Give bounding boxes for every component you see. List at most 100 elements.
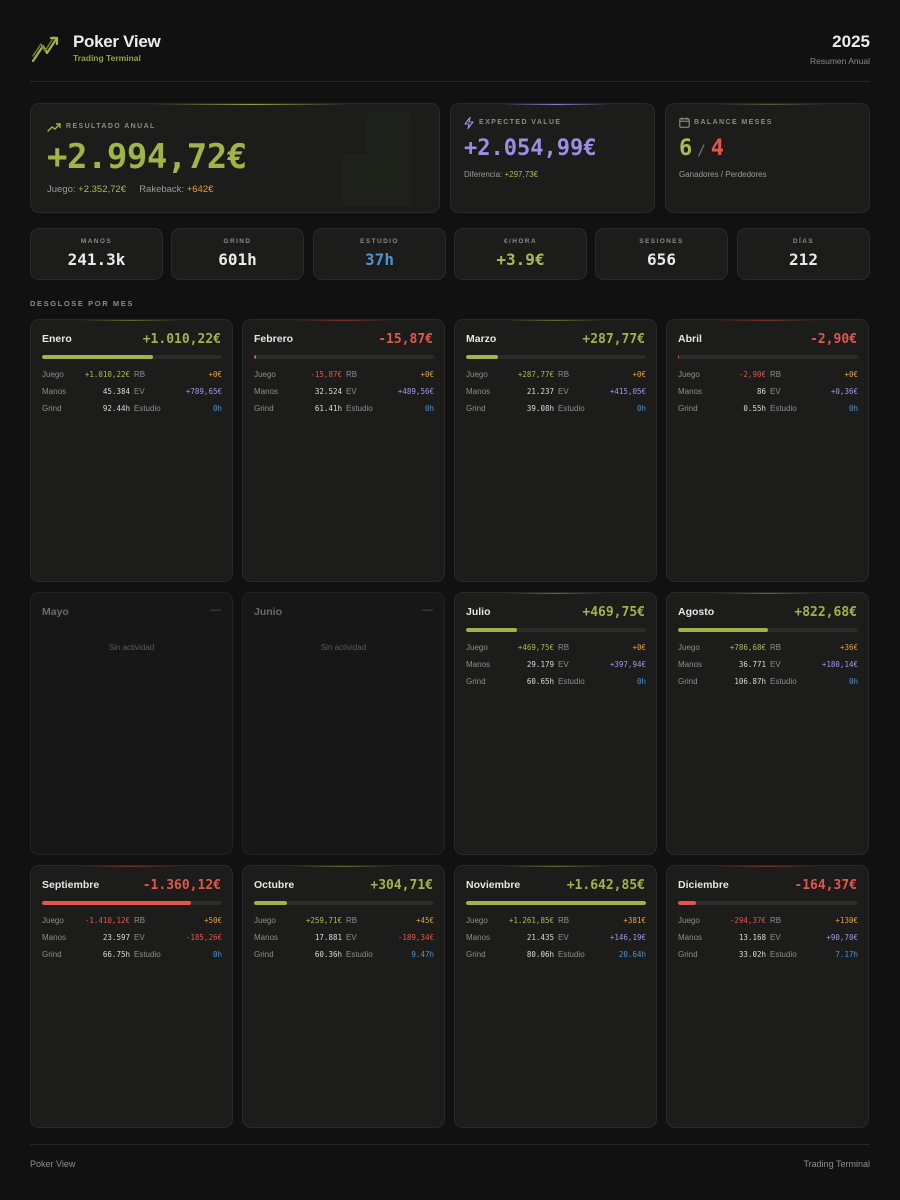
row-value: 33.02h	[738, 950, 766, 959]
row-juego-rb: Juego +786,68€ RB +36€	[678, 643, 858, 655]
month-progress-bar	[466, 628, 646, 632]
row-label: Manos	[42, 933, 67, 942]
row-value: -1.410,12€	[84, 916, 130, 925]
footer: Poker View Trading Terminal	[30, 1144, 870, 1169]
month-progress-fill	[466, 901, 646, 905]
row-juego-rb: Juego -15,87€ RB +0€	[254, 370, 434, 382]
row-label: EV	[346, 933, 357, 942]
row-value: +415,05€	[609, 387, 646, 396]
month-progress-bar	[42, 901, 222, 905]
row-label: Grind	[254, 950, 274, 959]
year-subtitle: Resumen Anual	[809, 56, 870, 66]
row-manos-ev: Manos 23.597 EV -185,26€	[42, 933, 222, 945]
row-value: 9.47h	[411, 950, 434, 959]
row-juego-rb: Juego -1.410,12€ RB +50€	[42, 916, 222, 928]
stat-label: MANOS	[80, 238, 113, 245]
row-label: EV	[770, 933, 781, 942]
row-value: 29.179	[526, 660, 554, 669]
footer-left: Poker View	[30, 1159, 76, 1169]
row-label: RB	[558, 916, 570, 925]
trending-up-icon	[47, 123, 61, 132]
row-label: EV	[558, 933, 569, 942]
row-label: Manos	[254, 387, 279, 396]
stat-value: 601h	[218, 250, 257, 269]
row-label: Estudio	[134, 404, 161, 413]
row-label: Manos	[466, 660, 491, 669]
row-label: Estudio	[770, 404, 797, 413]
stat-label: €/HORA	[504, 238, 537, 245]
annual-result-card: RESULTADO ANUAL +2.994,72€ Juego: +2.352…	[30, 103, 440, 213]
month-card-mayo: Mayo — Sin actividad	[30, 592, 233, 855]
row-label: Estudio	[346, 404, 373, 413]
row-value: +1.261,85€	[508, 916, 554, 925]
row-juego-rb: Juego -2,90€ RB +0€	[678, 370, 858, 382]
app-subtitle: Trading Terminal	[73, 53, 141, 63]
month-card-septiembre: Septiembre -1.360,12€ Juego -1.410,12€ RB +50…	[30, 865, 233, 1128]
month-progress-fill	[466, 355, 498, 359]
row-value: -189,34€	[397, 933, 434, 942]
month-card-febrero: Febrero -15,87€ Juego -15,87€ RB +0€ Manos 32.5…	[242, 319, 445, 582]
row-label: EV	[134, 933, 145, 942]
row-label: Juego	[254, 370, 276, 379]
stat-value: 37h	[365, 250, 394, 269]
row-label: RB	[558, 370, 570, 379]
row-label: RB	[770, 643, 782, 652]
stat-manos: MANOS 241.3k	[30, 228, 163, 280]
trend-chart-icon	[31, 36, 59, 63]
row-value: +180,14€	[821, 660, 858, 669]
row-label: Manos	[678, 387, 703, 396]
month-card-diciembre: Diciembre -164,37€ Juego -294,37€ RB +130€ Man…	[666, 865, 869, 1128]
row-label: Grind	[466, 677, 486, 686]
row-manos-ev: Manos 86 EV +0,36€	[678, 387, 858, 399]
row-value: 13.168	[738, 933, 766, 942]
row-label: Manos	[254, 933, 279, 942]
no-data-dash: —	[422, 604, 433, 616]
month-total: -1.360,12€	[142, 878, 221, 893]
row-label: Estudio	[134, 950, 161, 959]
row-label: EV	[770, 387, 781, 396]
row-value: 7.17h	[835, 950, 858, 959]
winning-months: 6	[679, 136, 693, 161]
row-label: Juego	[466, 643, 488, 652]
row-manos-ev: Manos 29.179 EV +397,94€	[466, 660, 646, 672]
row-value: 61.41h	[314, 404, 342, 413]
month-name: Diciembre	[678, 879, 729, 891]
row-label: Juego	[42, 370, 64, 379]
separator: /	[697, 143, 706, 159]
row-label: RB	[346, 370, 358, 379]
row-juego-rb: Juego +259,71€ RB +45€	[254, 916, 434, 928]
row-label: Manos	[678, 933, 703, 942]
month-total: +469,75€	[582, 605, 645, 620]
row-label: Grind	[466, 404, 486, 413]
row-label: EV	[346, 387, 357, 396]
balance-subtitle: Ganadores / Perdedores	[679, 170, 767, 179]
row-label: EV	[770, 660, 781, 669]
row-value: +146,19€	[609, 933, 646, 942]
stat-grind: GRIND 601h	[171, 228, 304, 280]
row-value: 0h	[636, 404, 646, 413]
row-label: Manos	[466, 933, 491, 942]
month-name: Julio	[466, 606, 491, 618]
month-total: +1.642,85€	[566, 878, 645, 893]
month-progress-bar	[42, 355, 222, 359]
row-label: Grind	[42, 950, 62, 959]
row-manos-ev: Manos 32.524 EV +489,56€	[254, 387, 434, 399]
row-label: Juego	[42, 916, 64, 925]
row-value: 0h	[212, 950, 222, 959]
row-manos-ev: Manos 21.237 EV +415,05€	[466, 387, 646, 399]
row-label: Juego	[466, 370, 488, 379]
annual-result-value: +2.994,72€	[47, 137, 247, 177]
row-label: RB	[770, 916, 782, 925]
row-value: 106.87h	[734, 677, 766, 686]
month-card-junio: Junio — Sin actividad	[242, 592, 445, 855]
month-total: +822,68€	[794, 605, 857, 620]
juego-label: Juego:	[47, 184, 76, 195]
row-label: Estudio	[558, 677, 585, 686]
month-name: Septiembre	[42, 879, 100, 891]
row-grind-estudio: Grind 60.36h Estudio 9.47h	[254, 950, 434, 962]
month-name: Agosto	[678, 606, 715, 618]
row-value: 86	[756, 387, 766, 396]
row-juego-rb: Juego +1.261,85€ RB +381€	[466, 916, 646, 928]
month-total: +1.010,22€	[142, 332, 221, 347]
month-total: +304,71€	[370, 878, 433, 893]
